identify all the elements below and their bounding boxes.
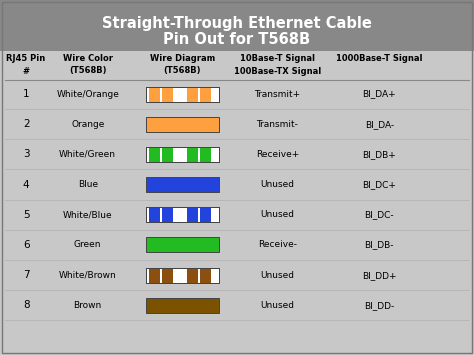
Text: Blue: Blue	[78, 180, 98, 189]
Bar	[146, 177, 219, 192]
Text: Green: Green	[74, 240, 101, 250]
Text: 1: 1	[23, 89, 29, 99]
Bar	[146, 268, 219, 283]
Bar	[146, 87, 219, 102]
Text: BI_DD+: BI_DD+	[362, 271, 396, 280]
Bar	[146, 207, 219, 222]
Text: 8: 8	[23, 300, 29, 310]
Text: Brown: Brown	[73, 301, 102, 310]
Bar	[146, 268, 219, 283]
Bar	[149, 207, 160, 222]
Text: Wire Diagram: Wire Diagram	[150, 54, 215, 63]
Text: Orange: Orange	[71, 120, 104, 129]
Text: White/Green: White/Green	[59, 150, 116, 159]
Text: RJ45 Pin: RJ45 Pin	[7, 54, 46, 63]
Bar	[146, 147, 219, 162]
Text: White/Orange: White/Orange	[56, 89, 119, 99]
Text: BI_DA-: BI_DA-	[365, 120, 394, 129]
Bar	[149, 87, 160, 102]
Text: 4: 4	[23, 180, 29, 190]
Text: 6: 6	[23, 240, 29, 250]
Text: Unused: Unused	[260, 210, 294, 219]
Text: 2: 2	[23, 119, 29, 129]
Bar	[187, 147, 198, 162]
Bar	[187, 207, 198, 222]
Text: BI_DC+: BI_DC+	[362, 180, 396, 189]
Text: BI_DB-: BI_DB-	[365, 240, 394, 250]
Text: Straight-Through Ethernet Cable: Straight-Through Ethernet Cable	[102, 16, 372, 31]
Text: White/Brown: White/Brown	[59, 271, 117, 280]
Bar	[146, 147, 219, 162]
Bar	[162, 268, 173, 283]
Bar	[162, 147, 173, 162]
Text: 3: 3	[23, 149, 29, 159]
Text: Wire Color: Wire Color	[63, 54, 113, 63]
Text: Receive-: Receive-	[258, 240, 297, 250]
Text: Transmit+: Transmit+	[254, 89, 301, 99]
Text: Unused: Unused	[260, 301, 294, 310]
Text: BI_DB+: BI_DB+	[362, 150, 396, 159]
Text: BI_DD-: BI_DD-	[364, 301, 394, 310]
Text: #: #	[23, 66, 29, 76]
Bar	[146, 237, 219, 252]
Text: (T568B): (T568B)	[164, 66, 201, 76]
Bar	[200, 207, 211, 222]
Bar	[146, 298, 219, 313]
Text: BI_DA+: BI_DA+	[363, 89, 396, 99]
Bar	[162, 207, 173, 222]
Bar	[0, 0, 474, 51]
Text: Receive+: Receive+	[255, 150, 299, 159]
Text: 7: 7	[23, 270, 29, 280]
Bar	[200, 147, 211, 162]
Text: Unused: Unused	[260, 271, 294, 280]
Text: (T568B): (T568B)	[69, 66, 107, 76]
Bar	[187, 268, 198, 283]
Text: 1000Base-T Signal: 1000Base-T Signal	[336, 54, 422, 63]
Text: Transmit-: Transmit-	[256, 120, 298, 129]
Bar	[200, 87, 211, 102]
Bar	[149, 147, 160, 162]
Bar	[200, 268, 211, 283]
Bar	[162, 87, 173, 102]
Bar	[146, 87, 219, 102]
Bar	[187, 87, 198, 102]
Text: 100Base-TX Signal: 100Base-TX Signal	[234, 66, 321, 76]
Text: BI_DC-: BI_DC-	[365, 210, 394, 219]
Text: 5: 5	[23, 210, 29, 220]
Text: Pin Out for T568B: Pin Out for T568B	[164, 32, 310, 47]
Text: 10Base-T Signal: 10Base-T Signal	[240, 54, 315, 63]
Bar	[146, 207, 219, 222]
Bar	[149, 268, 160, 283]
Text: Unused: Unused	[260, 180, 294, 189]
Bar	[146, 117, 219, 132]
Text: White/Blue: White/Blue	[63, 210, 112, 219]
